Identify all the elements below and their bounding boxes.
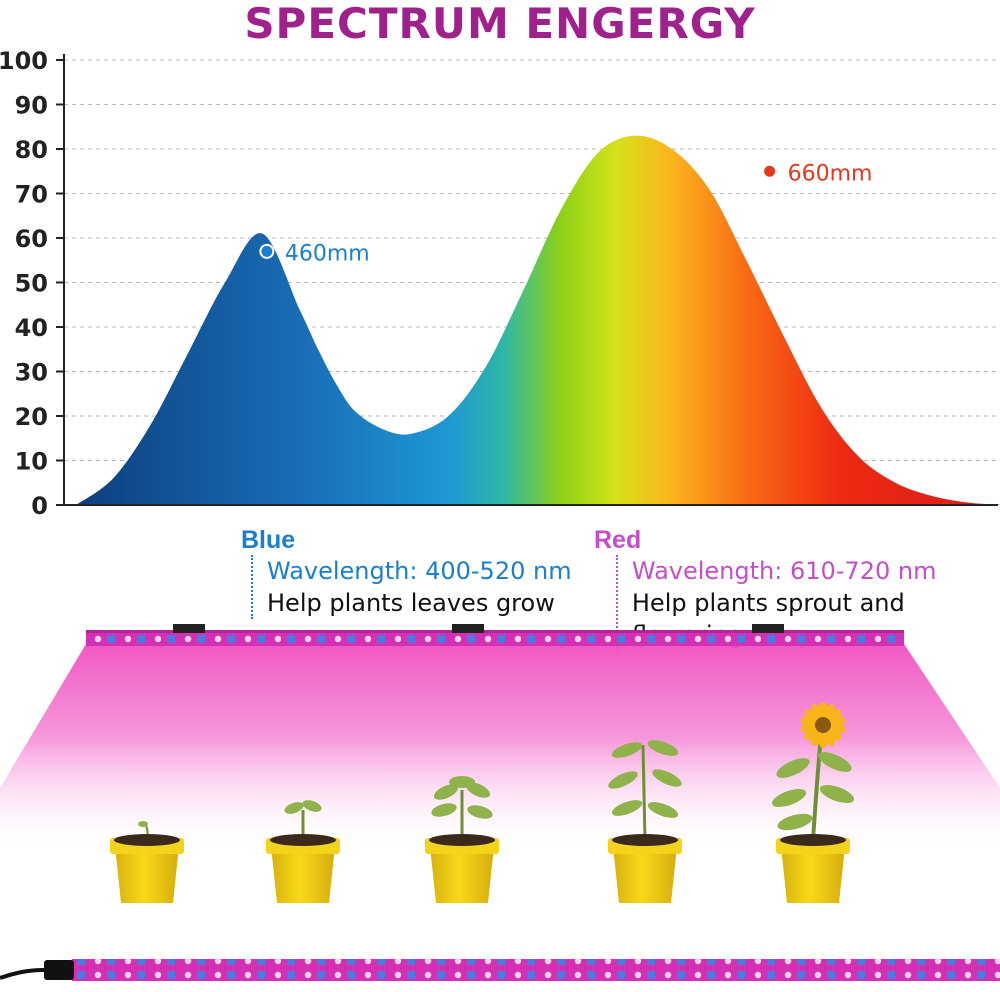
peak-label: 660mm: [788, 161, 873, 186]
plant-flowering: [771, 702, 855, 903]
leaf: [771, 788, 807, 808]
flower-center: [815, 717, 831, 733]
red-wavelength: Wavelength: 610-720 nm: [631, 557, 937, 585]
leaf: [611, 800, 643, 816]
blue-band-title: Blue: [241, 526, 296, 554]
blue-band-info: Blue Wavelength: 400-520 nm Help plants …: [241, 525, 572, 619]
leaf: [652, 769, 682, 787]
y-tick-label: 60: [15, 225, 48, 253]
blue-band-marker: [251, 555, 255, 619]
leaf: [818, 752, 852, 772]
leaf: [302, 800, 322, 812]
leaf: [433, 784, 459, 800]
leaf: [819, 784, 855, 804]
power-plug: [44, 960, 74, 980]
mount-clip: [452, 624, 484, 633]
pot-soil: [780, 834, 846, 846]
blue-wavelength: Wavelength: 400-520 nm: [267, 557, 572, 585]
pot-soil: [612, 834, 678, 846]
y-tick-label: 50: [15, 270, 48, 298]
leaf: [467, 805, 493, 819]
leaf: [608, 771, 638, 789]
leaf: [284, 802, 304, 814]
leaf: [647, 740, 679, 756]
plant-seed: [110, 821, 184, 903]
pot-soil: [429, 834, 495, 846]
peak-marker: [259, 243, 275, 259]
flower-pot: [613, 846, 677, 903]
leaf: [449, 776, 475, 788]
spectrum-chart: 0 10 20 30 40 50 60 70 80 90 100 460mm 660mm: [0, 47, 1000, 520]
leaf: [777, 813, 813, 831]
leaf: [647, 802, 679, 818]
peak-marker: [762, 163, 778, 179]
y-tick-label: 100: [0, 47, 48, 75]
leaf: [431, 803, 457, 817]
flower-pot: [115, 846, 179, 903]
flower-pot: [781, 846, 845, 903]
red-band-marker: [616, 555, 620, 651]
y-tick-label: 70: [15, 181, 48, 209]
leaf: [776, 758, 810, 778]
flower-pot: [271, 846, 335, 903]
peak-label: 460mm: [285, 241, 370, 266]
y-tick-label: 30: [15, 359, 48, 387]
red-band-title: Red: [594, 526, 642, 554]
y-tick-label: 20: [15, 403, 48, 431]
y-tick-label: 10: [15, 448, 48, 476]
mount-clip: [173, 624, 205, 633]
y-tick-label: 40: [15, 314, 48, 342]
leaf: [138, 821, 148, 827]
chart-title: SPECTRUM ENGERGY: [244, 0, 756, 48]
flower-pot: [430, 846, 494, 903]
y-tick-label: 80: [15, 136, 48, 164]
pot-soil: [270, 834, 336, 846]
y-tick-label: 90: [15, 92, 48, 120]
y-tick-label: 0: [31, 492, 48, 520]
top-light-bar: [86, 632, 904, 646]
mount-clip: [752, 624, 784, 633]
plant-young-plant: [608, 740, 682, 903]
power-cable: [0, 968, 45, 980]
plant-stem: [641, 744, 647, 841]
top-bar-edge: [86, 630, 904, 633]
leaf: [465, 782, 491, 798]
spectrum-area: [76, 135, 1000, 505]
bottom-light-strip: [72, 959, 1000, 981]
leaf: [611, 742, 643, 758]
plant-seedling: [425, 776, 499, 903]
blue-description: Help plants leaves grow: [267, 589, 555, 617]
plant-sprout: [266, 800, 340, 903]
light-beam: [0, 644, 1000, 853]
pot-soil: [114, 834, 180, 846]
grow-light-scene: [0, 624, 1000, 981]
